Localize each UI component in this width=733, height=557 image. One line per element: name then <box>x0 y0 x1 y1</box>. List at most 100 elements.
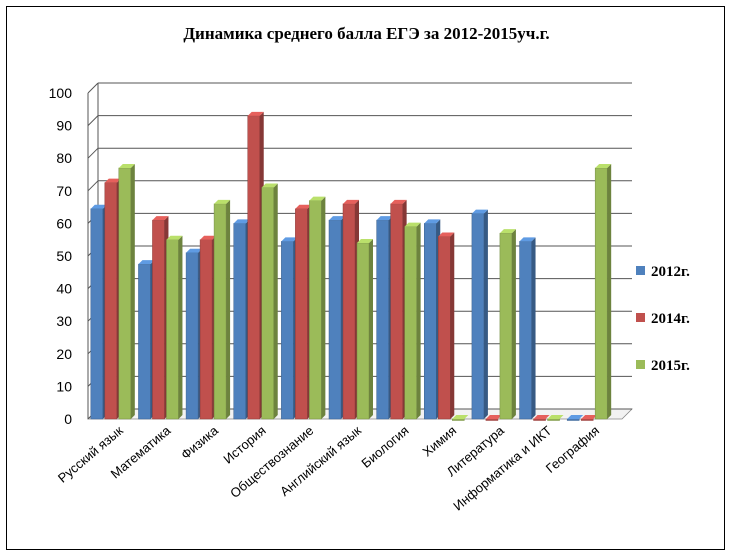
bar <box>499 232 513 420</box>
bar-top <box>152 216 169 221</box>
x-tick-label: Обществознание <box>227 423 316 501</box>
bar-top <box>329 216 345 221</box>
legend-label: 2015г. <box>651 358 690 374</box>
bar <box>594 167 608 420</box>
bar <box>438 236 451 420</box>
bar-top <box>247 111 264 116</box>
bar <box>309 200 322 420</box>
bar-top <box>404 222 421 227</box>
bar <box>281 241 294 420</box>
legend-swatch <box>636 360 645 369</box>
y-tick-label: 0 <box>64 411 72 427</box>
bar-side <box>130 163 135 419</box>
bar-top <box>595 163 612 168</box>
y-tick-label: 50 <box>56 248 72 264</box>
bar-side <box>321 196 326 419</box>
bar-top <box>186 248 203 253</box>
bar-side <box>450 232 455 419</box>
bar <box>295 208 308 420</box>
bar-top <box>343 199 359 204</box>
bar-top <box>581 415 598 419</box>
bar-top <box>281 237 298 242</box>
bar <box>376 219 389 420</box>
bar-top <box>390 199 407 204</box>
bar <box>104 182 118 420</box>
y-tick-label: 30 <box>56 313 72 329</box>
bar-side <box>607 163 612 419</box>
bar-top <box>295 204 312 209</box>
bar-side <box>483 209 488 419</box>
bar <box>185 252 199 420</box>
bar-top <box>438 232 455 237</box>
bar <box>233 223 246 420</box>
bar-side <box>369 238 373 419</box>
y-tick-label: 20 <box>56 346 72 362</box>
bar <box>471 213 485 420</box>
bar <box>485 418 499 421</box>
bar-top <box>533 415 550 419</box>
x-tick-label: Английский язык <box>277 423 364 499</box>
y-tick-label: 40 <box>56 281 72 297</box>
bar <box>424 223 437 420</box>
bar <box>199 239 213 420</box>
bar <box>580 418 594 421</box>
bar <box>452 418 465 421</box>
bar-top <box>200 235 217 240</box>
bar <box>356 242 370 420</box>
x-tick-label: Биология <box>358 423 411 471</box>
bar-top <box>233 219 250 224</box>
bar-top <box>519 237 536 242</box>
y-tick-label: 80 <box>56 150 72 166</box>
bar <box>547 418 560 421</box>
bar-top <box>471 209 488 214</box>
legend-label: 2014г. <box>651 311 690 327</box>
x-tick-label: География <box>543 423 602 476</box>
bar <box>519 241 532 420</box>
bar-top <box>547 415 564 419</box>
bar-side <box>178 235 183 419</box>
bar <box>533 418 546 421</box>
bar-top <box>261 183 278 188</box>
legend-label: 2012г. <box>651 264 690 280</box>
bar-side <box>511 229 516 419</box>
legend-swatch <box>636 266 645 275</box>
bar-top <box>214 199 231 204</box>
bar <box>213 203 227 420</box>
bar <box>90 208 104 420</box>
bar-top <box>567 415 584 419</box>
bar-top <box>485 415 502 419</box>
bar <box>342 203 356 420</box>
y-tick-label: 10 <box>56 378 72 394</box>
bar <box>247 115 260 420</box>
chart-title: Динамика среднего балла ЕГЭ за 2012-2015… <box>183 24 550 43</box>
gridline-depth <box>87 147 99 159</box>
y-tick-label: 60 <box>56 215 72 231</box>
bar-top <box>309 196 326 201</box>
bar-top <box>90 204 107 209</box>
bar-side <box>416 222 421 419</box>
bar <box>138 263 151 420</box>
x-tick-label: Физика <box>178 422 222 462</box>
bar <box>328 219 342 420</box>
bar <box>261 187 274 420</box>
bar-side <box>531 237 536 419</box>
bar-top <box>118 163 135 168</box>
bar <box>390 203 403 420</box>
bar-top <box>424 219 441 224</box>
bar-top <box>166 235 183 240</box>
y-tick-label: 70 <box>56 183 72 199</box>
bar-top <box>357 238 373 243</box>
bar-top <box>104 178 121 183</box>
bar <box>166 239 179 420</box>
bar-top <box>499 229 516 234</box>
bar-side <box>226 199 231 419</box>
bar <box>152 219 165 420</box>
gridline-depth <box>87 180 99 192</box>
bar-top <box>138 260 155 265</box>
gridline-depth <box>87 82 99 94</box>
bar-top <box>376 216 393 221</box>
legend-swatch <box>636 313 645 322</box>
bar <box>118 167 132 420</box>
bar <box>404 226 417 420</box>
